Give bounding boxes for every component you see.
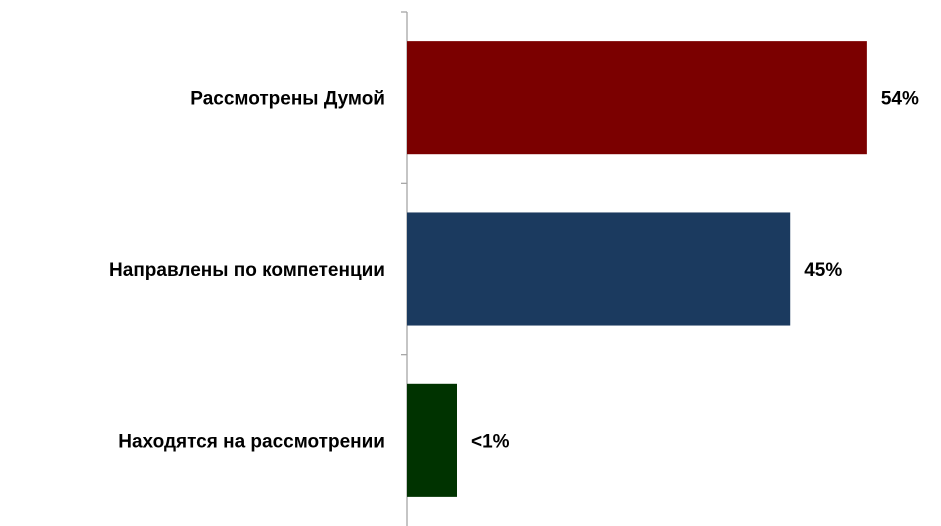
category-label: Рассмотрены Думой <box>190 89 385 110</box>
category-labels: Рассмотрены Думой Направлены по компетенц… <box>109 89 385 453</box>
data-label: <1% <box>471 431 510 452</box>
bar-2 <box>407 212 791 326</box>
bar-3 <box>407 383 457 497</box>
category-label: Направлены по компетенции <box>109 260 385 281</box>
data-label: 45% <box>804 260 842 281</box>
value-labels: 54% 45% <1% <box>471 89 919 453</box>
bar-1 <box>407 41 867 155</box>
category-label: Находятся на рассмотрении <box>118 431 385 452</box>
bars <box>407 41 867 497</box>
data-label: 54% <box>881 89 919 110</box>
category-axis <box>401 11 408 526</box>
